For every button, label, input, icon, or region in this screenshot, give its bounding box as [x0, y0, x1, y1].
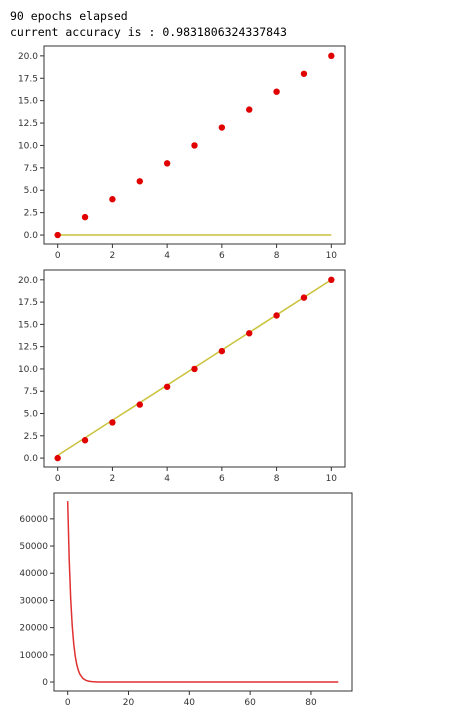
x-tick-label: 2 [110, 251, 116, 261]
y-tick-label: 20000 [19, 624, 48, 634]
x-tick-label: 8 [274, 251, 280, 261]
plot-frame-3 [53, 492, 353, 692]
y-tick-label: 20.0 [18, 52, 38, 62]
epochs-text: 90 epochs elapsed [10, 9, 128, 23]
x-tick-label: 2 [110, 474, 116, 484]
x-tick-label: 6 [219, 251, 225, 261]
y-tick-label: 15.0 [18, 320, 38, 330]
data-point [328, 52, 335, 60]
data-point [54, 231, 61, 239]
x-tick-label: 40 [184, 698, 196, 708]
x-tick-label: 0 [55, 474, 61, 484]
data-point [218, 124, 226, 131]
x-tick-label: 60 [244, 698, 256, 708]
data-point [300, 294, 308, 301]
data-point [191, 142, 198, 149]
data-point [109, 419, 116, 426]
y-tick-label: 10.0 [18, 141, 38, 151]
data-point [218, 347, 226, 355]
x-tick-label: 8 [274, 474, 280, 484]
y-tick-label: 5.0 [24, 410, 39, 420]
data-point [246, 106, 253, 113]
x-tick-label: 0 [55, 251, 61, 261]
x-tick-label: 80 [305, 698, 317, 708]
x-tick-label: 10 [326, 474, 338, 484]
accuracy-text: current accuracy is : 0.9831806324337843 [10, 25, 287, 39]
y-tick-label: 12.5 [18, 119, 38, 129]
data-point [191, 365, 198, 373]
series-line [66, 501, 339, 683]
y-tick-label: 0.0 [24, 231, 39, 241]
x-tick-label: 10 [326, 251, 338, 261]
data-point [273, 312, 280, 319]
y-tick-label: 12.5 [18, 343, 38, 353]
y-tick-label: 10.0 [18, 365, 38, 375]
data-point [136, 178, 143, 185]
y-tick-label: 2.5 [24, 209, 38, 219]
x-tick-label: 4 [164, 251, 170, 261]
y-tick-label: 20.0 [18, 276, 38, 286]
data-point [273, 88, 280, 95]
data-point [81, 213, 89, 221]
console-output: 90 epochs elapsed current accuracy is : 0… [10, 8, 287, 40]
y-tick-label: 17.5 [18, 74, 38, 84]
x-tick-label: 6 [219, 474, 225, 484]
y-tick-label: 10000 [19, 651, 48, 661]
data-point [163, 383, 171, 390]
data-point [109, 196, 116, 203]
data-point [136, 401, 143, 408]
data-point [54, 454, 61, 462]
y-tick-label: 0.0 [24, 454, 39, 464]
y-tick-label: 5.0 [24, 186, 39, 196]
y-tick-label: 50000 [19, 542, 48, 552]
y-tick-label: 0 [42, 678, 48, 688]
data-point [246, 330, 253, 337]
y-tick-label: 17.5 [18, 298, 38, 308]
data-point [163, 160, 171, 167]
y-tick-label: 40000 [19, 569, 48, 579]
data-point [81, 437, 89, 444]
y-tick-label: 7.5 [24, 387, 38, 397]
x-tick-label: 4 [164, 474, 170, 484]
x-tick-label: 0 [65, 698, 71, 708]
y-tick-label: 2.5 [24, 432, 38, 442]
y-tick-label: 15.0 [18, 97, 38, 107]
data-point [328, 276, 335, 284]
x-tick-label: 20 [123, 698, 135, 708]
y-tick-label: 60000 [19, 515, 48, 525]
y-tick-label: 30000 [19, 596, 48, 606]
y-tick-label: 7.5 [24, 164, 38, 174]
data-point [300, 70, 308, 77]
